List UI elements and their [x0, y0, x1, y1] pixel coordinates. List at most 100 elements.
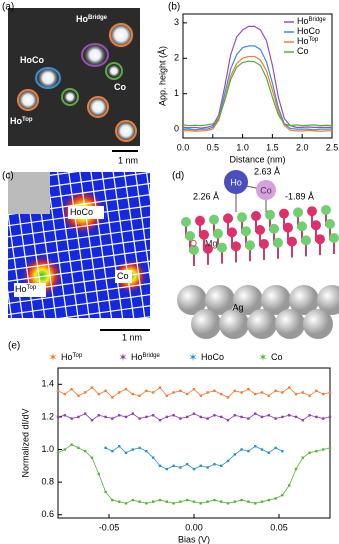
data-point [111, 449, 114, 453]
data-point [158, 386, 162, 389]
data-point [152, 391, 155, 394]
data-point [138, 446, 141, 450]
panel-label: (e) [8, 341, 20, 352]
data-point [213, 389, 216, 393]
text-part: HoCo [70, 207, 93, 217]
data-point [172, 502, 175, 505]
y-tick-label: 1.2 [41, 411, 54, 421]
y-tick-label: 3 [174, 17, 179, 27]
data-point [281, 415, 284, 419]
superscript: Top [73, 353, 83, 359]
text-part: Ho [15, 284, 27, 294]
data-point [70, 443, 73, 446]
legend-label: HoBridge [131, 352, 161, 362]
data-point [254, 412, 257, 415]
data-point [186, 392, 189, 396]
y-tick-label: 1.4 [41, 379, 54, 389]
y-tick-label: 0.8 [41, 477, 54, 487]
data-point [145, 502, 148, 505]
y-tick-label: 1.0 [41, 444, 54, 454]
data-point [118, 445, 121, 448]
data-point [213, 498, 216, 502]
annotation: Co [114, 82, 126, 92]
y-tick-label: 1 [174, 88, 179, 98]
data-point [138, 500, 141, 503]
text-part: HoCo [297, 26, 320, 36]
data-point [131, 448, 134, 451]
data-point [63, 448, 66, 451]
y-tick-label: 0.6 [41, 509, 54, 519]
data-point [172, 464, 175, 468]
atom-label: Ho [230, 177, 242, 187]
data-point [199, 394, 202, 397]
data-point [260, 500, 264, 503]
text-part: Ho [10, 116, 22, 126]
data-point [165, 467, 168, 471]
data-point [172, 414, 175, 417]
text-part: Ho [297, 36, 309, 46]
plot-frame [182, 13, 333, 139]
data-point [111, 498, 114, 502]
data-point [301, 418, 304, 422]
data-point [63, 392, 66, 396]
legend-marker: ✶ [118, 352, 127, 364]
data-point [240, 498, 243, 502]
data-point [328, 415, 332, 419]
data-point [288, 484, 291, 487]
data-point [77, 446, 80, 450]
legend-label: Co [271, 352, 283, 362]
data-point [172, 391, 175, 394]
panel-label: (d) [172, 171, 184, 182]
data-point [301, 456, 304, 459]
data-point [186, 462, 189, 466]
data-point [158, 418, 162, 422]
x-axis-label: Bias (V) [178, 534, 210, 544]
data-point [145, 415, 148, 419]
legend-marker: ✶ [188, 352, 197, 364]
data-point [308, 451, 311, 454]
data-point [254, 392, 257, 396]
x-axis-label: Distance (nm) [229, 154, 285, 164]
plot-frame [57, 367, 331, 519]
legend-marker: ✶ [48, 352, 57, 364]
series-line [182, 60, 333, 127]
data-point [56, 451, 60, 454]
legend-label: HoCo [297, 26, 320, 36]
x-tick-label: 0.0 [177, 142, 190, 152]
text-part: Ho [297, 16, 309, 26]
data-point [165, 394, 168, 397]
data-point [138, 394, 141, 397]
data-point [328, 391, 332, 394]
annotation: HoTop [15, 284, 37, 294]
data-point [192, 467, 196, 471]
data-point [104, 389, 107, 393]
data-point [220, 415, 223, 419]
y-axis-label: Normalized dI/dV [20, 408, 30, 477]
panel-label: (c) [2, 171, 14, 182]
annotation: HoCo [70, 207, 93, 217]
superscript: Bridge [88, 15, 108, 21]
data-point [131, 498, 134, 502]
data-point [124, 415, 128, 419]
data-point [254, 502, 257, 505]
data-point [274, 417, 277, 420]
data-point [260, 391, 264, 394]
annotation: HoBridge [76, 14, 108, 24]
text-part: Ho [131, 352, 143, 362]
superscript: Top [22, 117, 33, 123]
series-line [183, 45, 332, 131]
data-point [186, 415, 189, 419]
data-point [226, 459, 230, 463]
atom-label: Co [260, 185, 272, 195]
distance-label: -1.89 Å [285, 191, 314, 201]
x-tick-label: 0.00 [185, 522, 203, 532]
text-part: HoCo [20, 55, 44, 65]
text-part: HoCo [201, 352, 224, 362]
x-tick-label: -0.05 [99, 522, 120, 532]
data-point [226, 418, 230, 422]
distance-label: 2.63 Å [254, 166, 280, 176]
data-point [247, 387, 250, 391]
data-point [233, 500, 236, 503]
data-point [84, 412, 87, 415]
data-point [158, 464, 162, 468]
